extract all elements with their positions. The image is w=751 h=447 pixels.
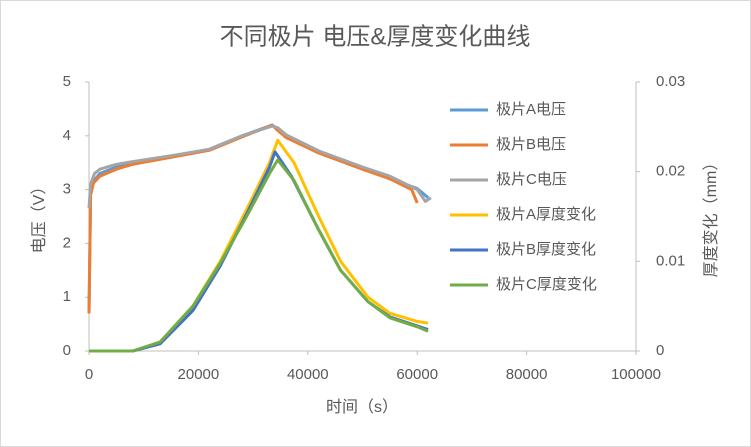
y2-tick-label: 0.02 (656, 163, 685, 180)
y2-tick-label: 0.01 (656, 252, 685, 269)
x-tick-label: 20000 (178, 366, 220, 383)
legend-label: 极片C厚度变化 (496, 276, 597, 293)
y2-tick-label: 0 (656, 342, 664, 359)
chart-title: 不同极片 电压&厚度变化曲线 (220, 23, 531, 50)
x-tick-label: 60000 (396, 366, 438, 383)
x-tick-label: 100000 (611, 366, 661, 383)
y-tick-label: 5 (63, 73, 71, 90)
legend-label: 极片A厚度变化 (496, 206, 596, 223)
x-tick-label: 80000 (506, 366, 548, 383)
legend-label: 极片A电压 (496, 101, 566, 118)
y-tick-label: 3 (63, 181, 71, 198)
y-tick-label: 1 (63, 288, 71, 305)
legend-label: 极片B电压 (496, 136, 566, 153)
series-line (87, 124, 432, 209)
y-tick-label: 2 (63, 234, 71, 251)
legend-label: 极片C电压 (496, 171, 567, 188)
y-axis-label: 电压（V） (30, 179, 48, 254)
y2-axis-label: 厚度变化（mm） (702, 155, 720, 278)
x-axis-label: 时间（s） (326, 398, 398, 416)
y-tick-label: 0 (63, 342, 71, 359)
series-line (89, 158, 429, 353)
x-tick-label: 40000 (287, 366, 329, 383)
x-tick-label: 0 (85, 366, 93, 383)
y-tick-label: 4 (63, 127, 71, 144)
legend-label: 极片B厚度变化 (496, 241, 596, 258)
y2-tick-label: 0.03 (656, 73, 685, 90)
